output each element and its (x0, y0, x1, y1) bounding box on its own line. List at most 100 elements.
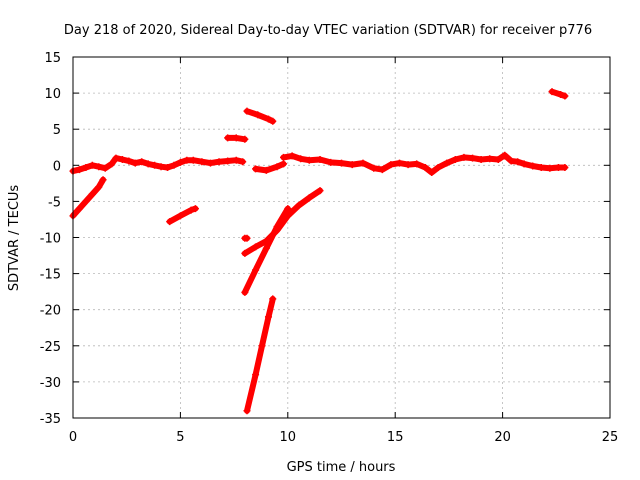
data-point (273, 163, 281, 171)
data-point (166, 218, 174, 226)
data-point (224, 157, 232, 165)
data-point (183, 156, 191, 164)
data-point (316, 187, 324, 195)
data-point (131, 159, 139, 167)
data-point (75, 205, 83, 213)
data-point (241, 288, 249, 296)
data-point (254, 111, 262, 119)
data-point (288, 152, 296, 160)
data-point (224, 134, 232, 142)
x-tick-label: 10 (280, 430, 297, 445)
y-tick-label: -30 (40, 376, 61, 391)
data-point (501, 151, 509, 159)
data-point (189, 156, 197, 164)
data-point (280, 160, 288, 168)
data-point (138, 158, 146, 166)
data-point (413, 160, 421, 168)
y-tick-label: -35 (40, 412, 61, 427)
data-point (157, 163, 165, 171)
y-axis-label: SDTVAR / TECUs (7, 185, 22, 292)
data-point (75, 166, 83, 174)
data-point (546, 164, 554, 172)
data-point (421, 163, 429, 171)
data-point (95, 163, 103, 171)
data-point (187, 206, 195, 214)
data-point (82, 163, 90, 171)
data-point (99, 176, 107, 184)
data-point (297, 155, 305, 163)
y-tick-label: -15 (40, 268, 61, 283)
data-point (561, 163, 569, 171)
data-point (262, 166, 270, 174)
data-point (101, 164, 109, 172)
data-point (529, 162, 537, 170)
data-point (241, 249, 249, 257)
data-point (269, 295, 277, 303)
y-tick-label: 10 (44, 87, 61, 102)
data-point (206, 159, 214, 167)
data-point (176, 212, 184, 220)
data-point (557, 91, 565, 99)
x-tick-label: 15 (387, 430, 404, 445)
data-point (198, 158, 206, 166)
data-point (520, 160, 528, 168)
data-trace (244, 108, 276, 125)
data-point (295, 202, 303, 210)
data-point (378, 166, 386, 174)
data-point (269, 117, 277, 125)
data-point (428, 169, 436, 177)
x-axis-label: GPS time / hours (287, 460, 396, 475)
data-point (125, 157, 133, 165)
data-point (264, 313, 272, 321)
x-tick-label: 20 (494, 430, 511, 445)
chart-title: Day 218 of 2020, Sidereal Day-to-day VTE… (64, 23, 592, 38)
y-tick-label: 5 (53, 123, 61, 138)
data-point (486, 155, 494, 163)
data-point (144, 160, 152, 168)
y-tick-label: -10 (40, 232, 61, 247)
data-point (243, 234, 251, 242)
data-point (305, 156, 313, 164)
data-point (387, 161, 395, 169)
data-point (232, 156, 240, 164)
data-point (514, 158, 522, 166)
data-point (451, 156, 459, 164)
data-point (252, 371, 260, 379)
data-point (548, 88, 556, 96)
data-point (404, 161, 412, 169)
data-point (554, 163, 562, 171)
data-point (348, 161, 356, 169)
data-point (88, 161, 96, 169)
x-tick-label: 0 (69, 430, 77, 445)
data-point (176, 158, 184, 166)
data-point (494, 156, 502, 164)
data-point (477, 156, 485, 164)
data-point (252, 165, 260, 173)
data-point (264, 115, 272, 123)
data-point (434, 163, 442, 171)
data-point (170, 161, 178, 169)
data-point (112, 154, 120, 162)
data-point (252, 243, 260, 251)
data-point (88, 190, 96, 198)
x-tick-label: 25 (602, 430, 619, 445)
data-point (241, 135, 249, 143)
data-point (252, 266, 260, 274)
data-point (215, 158, 223, 166)
data-point (118, 156, 126, 164)
data-point (232, 134, 240, 142)
data-point (561, 92, 569, 100)
data-point (370, 164, 378, 172)
data-point (273, 223, 281, 231)
data-point (537, 163, 545, 171)
data-series (69, 88, 569, 415)
data-point (262, 244, 270, 252)
y-tick-label: 0 (53, 159, 61, 174)
data-point (359, 159, 367, 167)
data-point (284, 205, 292, 213)
data-trace (280, 152, 568, 176)
data-point (108, 160, 116, 168)
data-point (95, 183, 103, 191)
data-point (469, 154, 477, 162)
